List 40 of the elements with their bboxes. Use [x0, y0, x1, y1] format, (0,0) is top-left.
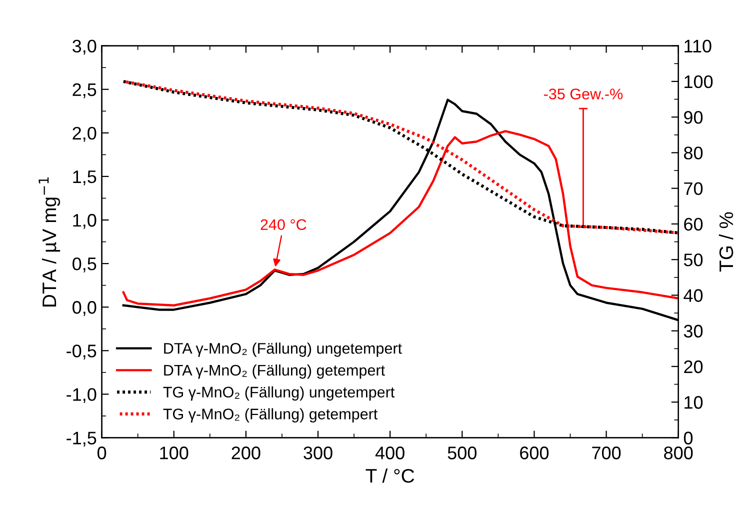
y-tick-label: 2,5 [72, 83, 96, 98]
y2-tick-label: 40 [684, 289, 703, 302]
x-tick-label: 600 [520, 446, 549, 460]
legend-label: DTA γ-MnO₂ (Fällung) ungetempert [164, 342, 402, 357]
y2-tick-label: 80 [684, 146, 703, 160]
y2-tick-label: 10 [684, 396, 703, 409]
annotation: -35 Gew.-% [544, 88, 623, 100]
y2-tick-label: 50 [684, 254, 703, 266]
x-tick-label: 800 [664, 446, 693, 460]
y-tick-label: 0,0 [72, 301, 96, 316]
y2-axis-title: TG / % [718, 212, 734, 272]
x-tick-label: 500 [448, 446, 477, 460]
y2-tick-label: 0 [684, 432, 693, 444]
y2-tick-label: 20 [684, 360, 703, 374]
legend-label: TG γ-MnO₂ (Fällung) ungetempert [163, 386, 395, 401]
x-axis-title: T / °C [366, 468, 414, 483]
y-tick-label: -0,5 [66, 344, 96, 360]
y-tick-label: -1,5 [66, 432, 96, 447]
x-tick-label: 300 [304, 446, 332, 460]
legend-label: DTA γ-MnO₂ (Fällung) getempert [164, 364, 385, 379]
x-tick-label: 200 [232, 446, 260, 460]
y2-tick-label: 110 [684, 40, 712, 53]
y-tick-label: 0,5 [72, 257, 96, 272]
y2-tick-label: 70 [684, 182, 703, 196]
y2-tick-label: 90 [684, 111, 703, 124]
legend-label: TG γ-MnO₂ (Fällung) getempert [163, 408, 378, 422]
x-tick-label: 400 [375, 446, 404, 460]
y-tick-label: 3,0 [72, 40, 96, 55]
annotation: 240 °C [260, 219, 306, 230]
y-tick-label: 2,0 [72, 126, 96, 142]
y2-tick-label: 30 [684, 324, 703, 338]
x-tick-label: 100 [160, 446, 188, 460]
x-tick-label: 0 [97, 446, 106, 460]
y2-tick-label: 100 [684, 75, 713, 88]
y-tick-label: 1,0 [73, 214, 96, 229]
y2-tick-label: 60 [684, 218, 703, 231]
y-tick-label: 1,5 [73, 170, 96, 186]
y-axis-title: DTA / µV mg$^{−1}$ [38, 177, 60, 306]
y-tick-label: -1,0 [66, 388, 96, 404]
x-tick-label: 700 [592, 446, 621, 460]
